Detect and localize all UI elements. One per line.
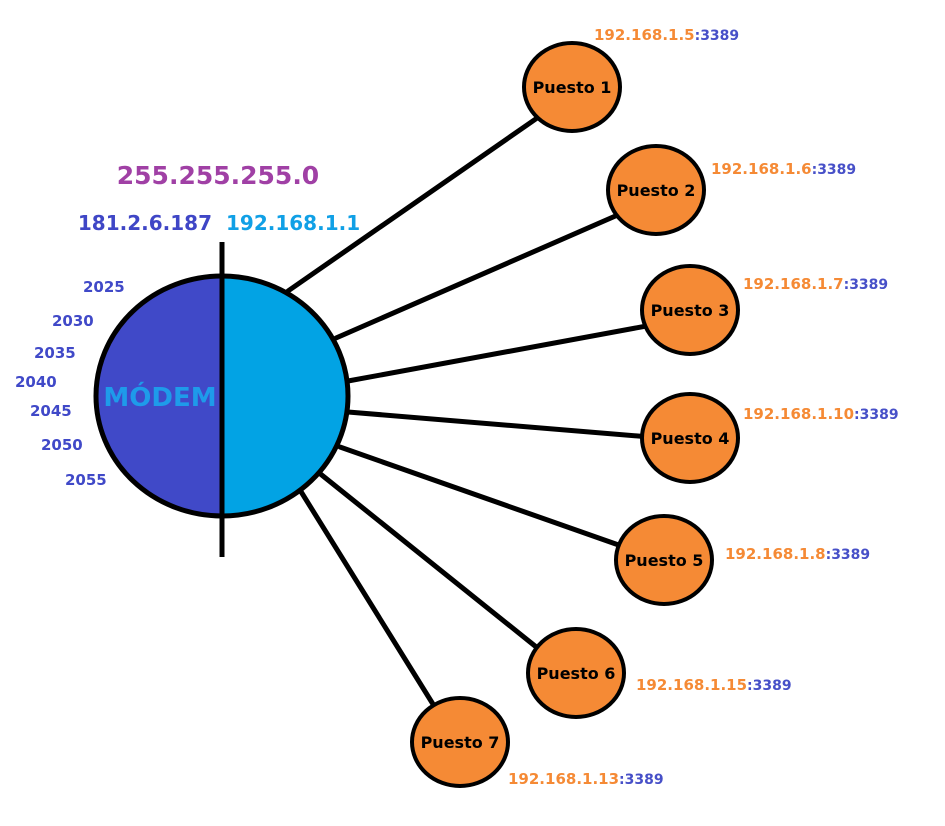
- puesto-2-port: :3389: [812, 162, 857, 178]
- puesto-4: Puesto 4 192.168.1.10:3389: [640, 392, 899, 484]
- modem-lan-half: [222, 276, 348, 516]
- link-puesto-7: [297, 487, 439, 712]
- puesto-1-label: Puesto 1: [533, 78, 612, 97]
- puesto-4-label: Puesto 4: [651, 429, 730, 448]
- puesto-6-port: :3389: [747, 678, 792, 694]
- puesto-5-port: :3389: [826, 547, 871, 563]
- link-puesto-6: [315, 469, 543, 653]
- port-list: 2025 2030 2035 2040 2045 2050 2055: [15, 278, 125, 489]
- puesto-1-address: 192.168.1.5:3389: [594, 26, 739, 44]
- port-2055: 2055: [65, 471, 107, 489]
- puesto-1-ip: 192.168.1.5: [594, 26, 695, 44]
- link-puesto-2: [333, 211, 623, 341]
- modem: MÓDEM: [93, 242, 351, 557]
- port-2030: 2030: [52, 312, 94, 330]
- puesto-1: Puesto 1 192.168.1.5:3389: [522, 26, 739, 133]
- puesto-3-port: :3389: [844, 277, 889, 293]
- puesto-3: Puesto 3 192.168.1.7:3389: [640, 264, 888, 356]
- link-puesto-1: [285, 113, 543, 294]
- puesto-6-address: 192.168.1.15:3389: [636, 676, 792, 694]
- port-2025: 2025: [83, 278, 125, 296]
- puesto-5-label: Puesto 5: [625, 551, 704, 570]
- puesto-1-port: :3389: [695, 28, 740, 44]
- link-puesto-3: [345, 322, 655, 384]
- puesto-5-node: [614, 514, 714, 606]
- puesto-7: Puesto 7 192.168.1.13:3389: [410, 696, 664, 788]
- puesto-7-label: Puesto 7: [421, 733, 500, 752]
- puesto-6-label: Puesto 6: [537, 664, 616, 683]
- link-puesto-5: [337, 444, 633, 552]
- port-2050: 2050: [41, 436, 83, 454]
- connection-lines: [285, 113, 655, 712]
- modem-label: MÓDEM: [103, 381, 216, 413]
- puesto-2-label: Puesto 2: [617, 181, 696, 200]
- puesto-6: Puesto 6 192.168.1.15:3389: [526, 627, 792, 719]
- puesto-5-ip: 192.168.1.8: [725, 545, 826, 563]
- puesto-7-node: [410, 696, 510, 788]
- puesto-7-port: :3389: [619, 772, 664, 788]
- lan-ip: 192.168.1.1: [226, 211, 360, 235]
- puesto-3-label: Puesto 3: [651, 301, 730, 320]
- puesto-4-node: [640, 392, 740, 484]
- puesto-7-ip: 192.168.1.13: [508, 770, 619, 788]
- puesto-5: Puesto 5 192.168.1.8:3389: [614, 514, 870, 606]
- port-2035: 2035: [34, 344, 76, 362]
- puesto-3-address: 192.168.1.7:3389: [743, 275, 888, 293]
- puesto-2: Puesto 2 192.168.1.6:3389: [606, 144, 856, 236]
- wan-ip: 181.2.6.187: [78, 211, 212, 235]
- puesto-3-node: [640, 264, 740, 356]
- puesto-4-address: 192.168.1.10:3389: [743, 405, 899, 423]
- puesto-6-node: [526, 627, 626, 719]
- subnet-mask: 255.255.255.0: [117, 161, 319, 190]
- port-2040: 2040: [15, 373, 57, 391]
- port-2045: 2045: [30, 402, 72, 420]
- puesto-7-address: 192.168.1.13:3389: [508, 770, 664, 788]
- puesto-2-address: 192.168.1.6:3389: [711, 160, 856, 178]
- puesto-6-ip: 192.168.1.15: [636, 676, 747, 694]
- link-puesto-4: [345, 409, 653, 440]
- modem-wan-half: [96, 276, 222, 516]
- puesto-2-node: [606, 144, 706, 236]
- puesto-3-ip: 192.168.1.7: [743, 275, 844, 293]
- puesto-5-address: 192.168.1.8:3389: [725, 545, 870, 563]
- puesto-4-ip: 192.168.1.10: [743, 405, 854, 423]
- puesto-1-node: [522, 41, 622, 133]
- puesto-4-port: :3389: [854, 407, 899, 423]
- puesto-2-ip: 192.168.1.6: [711, 160, 812, 178]
